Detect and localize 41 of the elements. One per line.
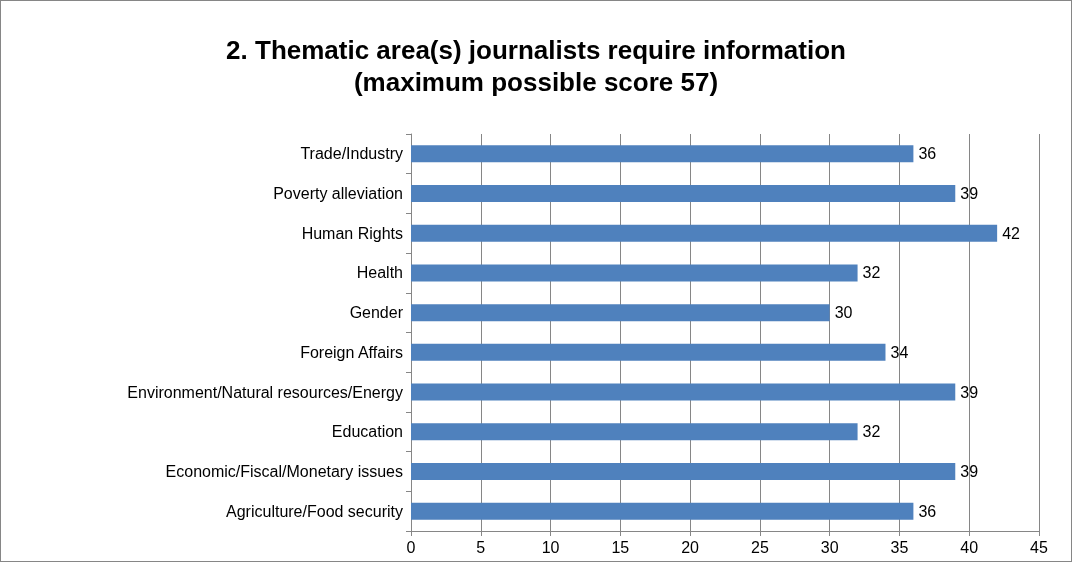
data-label: 39 [960,383,979,401]
data-label: 36 [918,502,937,520]
data-label: 32 [862,423,881,441]
y-tick-label: Poverty alleviation [273,185,403,203]
x-tick-label: 10 [541,538,560,556]
bar [411,343,886,361]
x-tick-label: 45 [1030,538,1048,556]
y-tick-label: Agriculture/Food security [226,502,403,520]
data-label: 32 [862,264,881,282]
x-tick-label: 0 [406,538,416,556]
x-tick-label: 20 [681,538,700,556]
x-tick-label: 35 [890,538,909,556]
bar [411,423,858,441]
bar [411,383,956,401]
bar [411,185,956,203]
bar [411,264,858,282]
chart-title: 2. Thematic area(s) journalists require information (maximum possible score 57) [226,35,846,97]
data-label: 36 [918,145,937,163]
y-tick-label: Education [331,423,403,441]
x-tick-label: 30 [820,538,839,556]
bar [411,145,914,163]
bar [411,304,830,322]
x-tick-label: 25 [750,538,769,556]
y-tick-label: Health [356,264,403,282]
data-label: 30 [834,304,853,322]
x-tick-label: 5 [476,538,486,556]
data-label: 42 [1002,224,1021,242]
bar [411,224,998,242]
x-tick-label: 15 [611,538,630,556]
y-tick-label: Gender [349,304,404,322]
y-tick-label: Trade/Industry [300,145,403,163]
data-label: 39 [960,462,979,480]
y-tick-label: Environment/Natural resources/Energy [127,383,403,401]
y-tick-label: Economic/Fiscal/Monetary issues [165,462,403,480]
y-tick-label: Foreign Affairs [300,343,403,361]
data-label: 34 [890,343,909,361]
data-label: 39 [960,185,979,203]
y-tick-label: Human Rights [301,224,403,242]
x-tick-label: 40 [960,538,979,556]
bar [411,502,914,520]
bar [411,462,956,480]
